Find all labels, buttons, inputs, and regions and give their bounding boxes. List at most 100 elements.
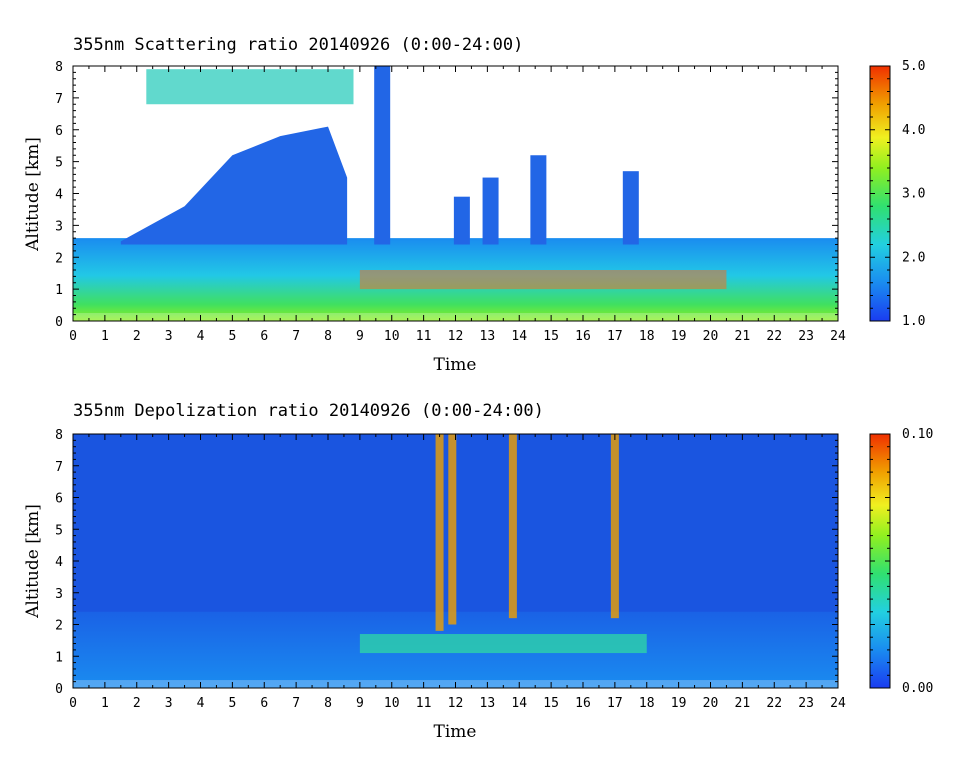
aerosol-plume <box>120 126 348 245</box>
panel1-heatmap <box>73 66 838 321</box>
y-tick-label: 1 <box>55 650 63 665</box>
colorbar-tick-label: 4.0 <box>902 123 925 138</box>
colorbar-tick-label: 5.0 <box>902 59 925 74</box>
y-tick-label: 0 <box>55 315 63 330</box>
depolarization-ratio-panel: 355nm Depolization ratio 20140926 (0:00-… <box>23 401 933 742</box>
panel1-colorbar-ticks: 1.0 2.0 3.0 4.0 5.0 <box>870 59 925 329</box>
x-tick-label: 9 <box>356 329 364 344</box>
x-tick-label: 2 <box>133 696 141 711</box>
x-tick-label: 22 <box>766 329 782 344</box>
panel2-heatmap <box>73 434 838 688</box>
x-tick-label: 1 <box>101 696 109 711</box>
cirrus-layer <box>146 69 354 105</box>
cloud-column <box>453 196 470 245</box>
y-tick-label: 2 <box>55 619 63 634</box>
x-tick-label: 21 <box>735 696 751 711</box>
x-tick-label: 3 <box>165 329 173 344</box>
y-tick-label: 7 <box>55 92 63 107</box>
x-tick-label: 14 <box>511 329 527 344</box>
y-tick-label: 7 <box>55 460 63 475</box>
x-tick-label: 12 <box>448 329 464 344</box>
x-tick-label: 1 <box>101 329 109 344</box>
x-tick-label: 19 <box>671 329 687 344</box>
x-tick-label: 7 <box>292 696 300 711</box>
y-tick-label: 0 <box>55 682 63 697</box>
colorbar-tick-label: 0.00 <box>902 681 933 696</box>
x-tick-label: 0 <box>69 329 77 344</box>
scattering-ratio-panel: 355nm Scattering ratio 20140926 (0:00-24… <box>23 35 925 375</box>
y-tick-label: 5 <box>55 156 63 171</box>
x-tick-label: 0 <box>69 696 77 711</box>
colorbar-tick-label: 3.0 <box>902 187 925 202</box>
x-tick-label: 2 <box>133 329 141 344</box>
y-tick-label: 3 <box>55 219 63 234</box>
x-tick-label: 7 <box>292 329 300 344</box>
x-tick-label: 18 <box>639 696 655 711</box>
y-tick-label: 4 <box>55 188 63 203</box>
x-tick-label: 5 <box>228 696 236 711</box>
cloud-top-band <box>359 270 727 290</box>
depolarization-column <box>448 434 457 625</box>
x-tick-label: 17 <box>607 329 623 344</box>
panel1-title: 355nm Scattering ratio 20140926 (0:00-24… <box>73 35 523 55</box>
x-tick-label: 8 <box>324 329 332 344</box>
x-tick-label: 5 <box>228 329 236 344</box>
x-tick-label: 4 <box>197 696 205 711</box>
x-tick-label: 15 <box>543 696 559 711</box>
colorbar-tick-label: 0.10 <box>902 427 933 442</box>
x-tick-label: 3 <box>165 696 173 711</box>
panel2-colorbar-ticks: 0.00 0.10 <box>870 427 933 696</box>
x-tick-label: 13 <box>480 696 496 711</box>
cloud-column <box>622 171 639 245</box>
panel2-title: 355nm Depolization ratio 20140926 (0:00-… <box>73 401 544 421</box>
panel2-x-ticks: 0 1 2 3 4 5 6 7 8 9 10 11 12 13 14 15 16 17 18 19 20 21 22 23 24 <box>69 434 846 711</box>
panel1-y-label: Altitude [km] <box>23 137 43 252</box>
x-tick-label: 20 <box>703 329 719 344</box>
colorbar-tick-label: 2.0 <box>902 250 925 265</box>
panel1-x-label: Time <box>434 355 477 375</box>
x-tick-label: 12 <box>448 696 464 711</box>
x-tick-label: 10 <box>384 696 400 711</box>
x-tick-label: 15 <box>543 329 559 344</box>
cloud-top-band <box>359 634 647 654</box>
x-tick-label: 20 <box>703 696 719 711</box>
x-tick-label: 19 <box>671 696 687 711</box>
x-tick-label: 22 <box>766 696 782 711</box>
depolarization-column <box>508 434 517 619</box>
panel1-y-ticks: 0 1 2 3 4 5 6 7 8 <box>55 60 838 330</box>
y-tick-label: 8 <box>55 60 63 75</box>
x-tick-label: 10 <box>384 329 400 344</box>
y-tick-label: 6 <box>55 124 63 139</box>
x-tick-label: 23 <box>798 329 814 344</box>
x-tick-label: 6 <box>260 329 268 344</box>
x-tick-label: 9 <box>356 696 364 711</box>
y-tick-label: 3 <box>55 587 63 602</box>
y-tick-label: 2 <box>55 251 63 266</box>
cloud-column <box>374 66 391 245</box>
x-tick-label: 13 <box>480 329 496 344</box>
y-tick-label: 8 <box>55 428 63 443</box>
panel1-x-ticks: 0 1 2 3 4 5 6 7 8 9 10 11 12 13 14 15 16 17 18 19 20 21 22 23 24 <box>69 66 846 344</box>
y-tick-label: 1 <box>55 283 63 298</box>
x-tick-label: 4 <box>197 329 205 344</box>
x-tick-label: 14 <box>511 696 527 711</box>
x-tick-label: 17 <box>607 696 623 711</box>
x-tick-label: 6 <box>260 696 268 711</box>
y-tick-label: 5 <box>55 523 63 538</box>
x-tick-label: 16 <box>575 329 591 344</box>
depolarization-column <box>435 434 444 631</box>
depolarization-column <box>610 434 619 619</box>
panel2-y-label: Altitude [km] <box>23 504 43 619</box>
x-tick-label: 21 <box>735 329 751 344</box>
x-tick-label: 24 <box>830 329 846 344</box>
x-tick-label: 23 <box>798 696 814 711</box>
x-tick-label: 24 <box>830 696 846 711</box>
y-tick-label: 4 <box>55 555 63 570</box>
cloud-column <box>530 155 547 245</box>
cloud-column <box>482 177 499 245</box>
panel2-x-label: Time <box>434 722 477 742</box>
x-tick-label: 8 <box>324 696 332 711</box>
x-tick-label: 18 <box>639 329 655 344</box>
x-tick-label: 11 <box>416 329 432 344</box>
